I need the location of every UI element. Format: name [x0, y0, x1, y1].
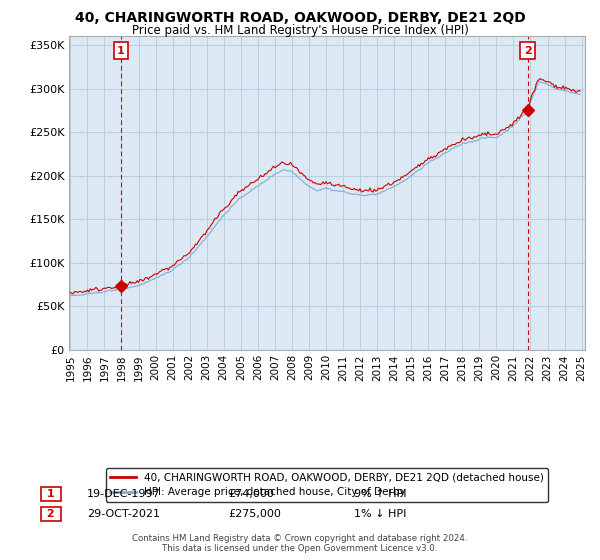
Text: Price paid vs. HM Land Registry's House Price Index (HPI): Price paid vs. HM Land Registry's House … [131, 24, 469, 36]
Text: 1: 1 [117, 46, 125, 56]
Text: Contains HM Land Registry data © Crown copyright and database right 2024.
This d: Contains HM Land Registry data © Crown c… [132, 534, 468, 553]
Text: 9% ↑ HPI: 9% ↑ HPI [354, 489, 407, 499]
Text: 29-OCT-2021: 29-OCT-2021 [87, 509, 160, 519]
Text: 40, CHARINGWORTH ROAD, OAKWOOD, DERBY, DE21 2QD: 40, CHARINGWORTH ROAD, OAKWOOD, DERBY, D… [74, 11, 526, 25]
Text: 1: 1 [43, 489, 59, 499]
Legend: 40, CHARINGWORTH ROAD, OAKWOOD, DERBY, DE21 2QD (detached house), HPI: Average p: 40, CHARINGWORTH ROAD, OAKWOOD, DERBY, D… [106, 468, 548, 502]
Text: 2: 2 [524, 46, 532, 56]
Text: £275,000: £275,000 [228, 509, 281, 519]
Text: 19-DEC-1997: 19-DEC-1997 [87, 489, 161, 499]
Text: 2: 2 [43, 509, 59, 519]
Text: 1% ↓ HPI: 1% ↓ HPI [354, 509, 406, 519]
Text: £74,000: £74,000 [228, 489, 274, 499]
